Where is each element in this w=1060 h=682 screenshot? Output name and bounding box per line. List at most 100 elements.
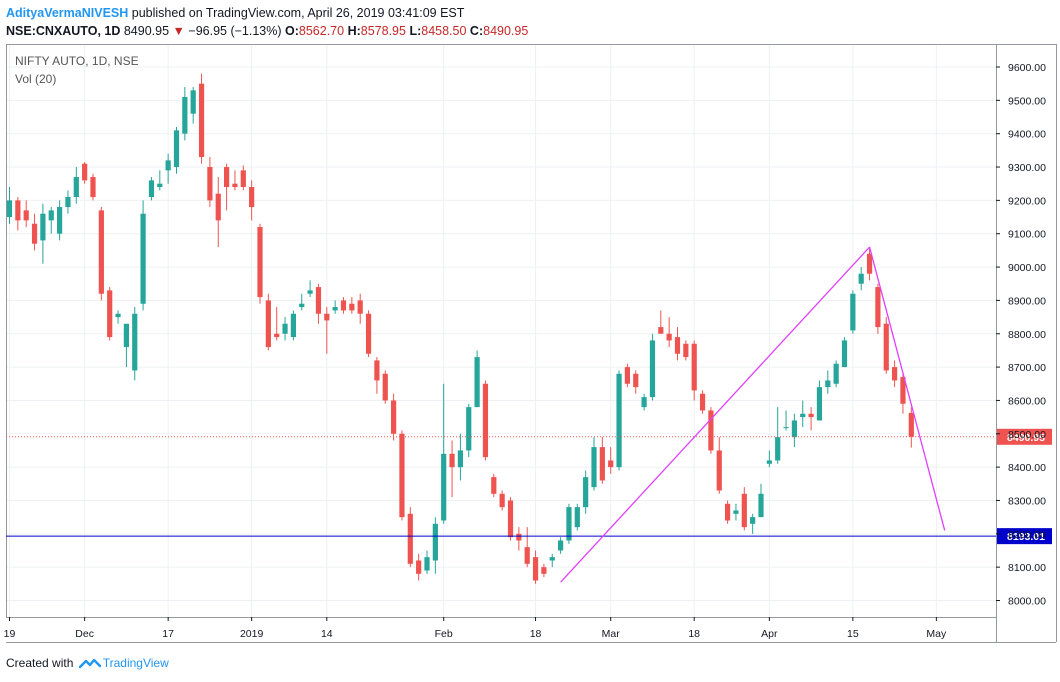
candle-body [48,210,54,221]
price-axis[interactable]: 8000.00 8100.00 8200.00 8300.00 8400.00 8500.… [996,62,1046,608]
candle [783,410,789,431]
candle [733,503,739,521]
candle [683,340,689,361]
candle [674,327,681,361]
candle-body [466,407,472,451]
candle-body [532,557,539,581]
support-line-badge-label: 8193.01 [1007,531,1045,543]
candle-body [307,290,313,294]
candle [775,407,781,464]
candle-body [616,373,622,468]
candle [599,437,605,484]
x-tick-label: Dec [75,628,94,640]
candle [282,317,288,341]
candle-body [641,397,647,408]
time-axis[interactable]: 19 Dec 17 2019 14 Feb 18 Mar 18 Apr 15 May [4,617,947,640]
candle [441,383,447,524]
candle-body [800,413,806,418]
x-tick-label: 2019 [240,628,264,640]
candle-body [441,453,447,521]
candle [574,503,580,531]
candle-body [6,200,13,218]
candle-body [182,97,188,134]
candle-body [257,227,263,298]
candle-body [524,547,530,564]
candle-body [491,477,497,494]
x-tick-label: 14 [321,628,333,640]
candle-body [249,187,255,208]
candle [850,290,856,334]
candle [315,283,322,324]
candle [207,157,213,208]
y-tick-label: 9200.00 [1008,195,1046,207]
candles [6,73,914,584]
candle [466,403,472,458]
candle-body [725,503,731,521]
candle [741,487,747,531]
candle-body [357,300,363,314]
candle-body [424,557,430,571]
candle [73,167,79,204]
candle [98,207,104,301]
candle [608,447,614,474]
candle-body [599,447,605,481]
x-tick-label: 18 [688,628,700,640]
candle [691,340,697,401]
candle-body [324,313,330,321]
candle [165,153,171,184]
author-link[interactable]: AdityaVermaNIVESH [6,6,129,20]
publish-line: AdityaVermaNIVESH published on TradingVi… [6,6,464,20]
candle-body [432,523,438,561]
candle-body [841,340,848,368]
candle [808,407,814,431]
candle [249,180,255,221]
legend-title: NIFTY AUTO, 1D, NSE [15,54,139,68]
candle-body [708,410,714,451]
y-tick-label: 8400.00 [1008,462,1046,474]
candle-body [507,500,514,538]
candle-body [290,313,296,338]
candle [198,73,205,164]
candle-body [674,337,681,354]
candle-body [482,383,489,458]
candle [491,473,497,498]
low-value: 8458.50 [421,24,467,38]
plot-border [6,44,997,618]
x-tick-label: 19 [4,628,16,640]
candle-body [215,193,221,221]
candle-body [699,393,706,411]
candle [716,437,722,494]
candle [524,527,530,568]
candle [324,307,330,354]
candle-body [148,180,155,198]
candle [875,283,881,334]
candle-body [198,83,205,158]
candle [641,393,647,411]
candle [157,170,163,191]
candle-body [766,460,772,464]
candle-body [82,163,88,181]
candle [858,267,864,291]
candle [6,187,13,224]
y-tick-label: 8300.00 [1008,495,1046,507]
candle-body [173,130,180,168]
symbol-label: NSE:CNXAUTO, 1D [6,24,121,38]
x-tick-label: 18 [530,628,542,640]
candle [115,310,121,324]
y-tick-label: 9400.00 [1008,129,1046,141]
y-tick-label: 8900.00 [1008,295,1046,307]
candle-body [791,420,797,438]
candle-body [140,213,146,304]
candle-body [683,343,689,358]
candle [758,483,764,518]
candle-body [583,477,589,508]
candle-body [265,300,271,348]
quote-line: NSE:CNXAUTO, 1D 8490.95 ▼ −96.95 (−1.13%… [6,24,528,38]
candle-body [157,183,163,188]
brand-link[interactable]: TradingView [102,656,169,670]
candle [432,517,438,574]
candle-body [633,373,639,388]
candle [416,553,422,581]
candle-body [574,507,580,528]
